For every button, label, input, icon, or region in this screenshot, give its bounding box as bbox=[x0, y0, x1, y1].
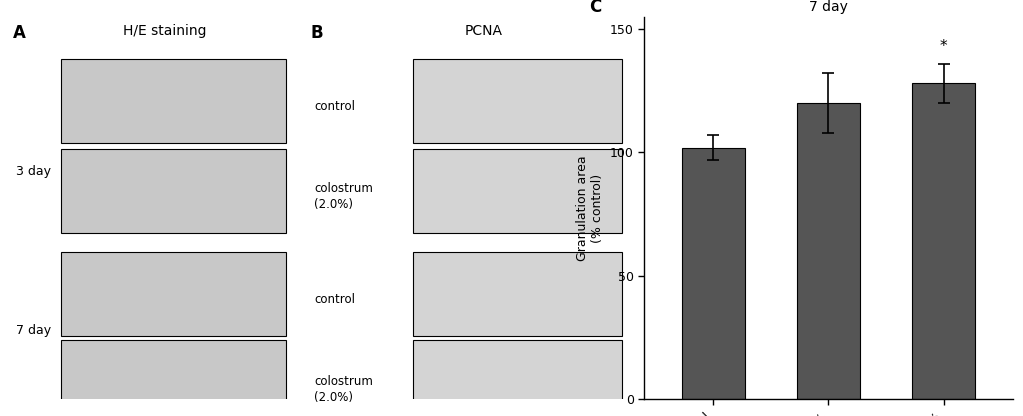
Text: colostrum
(2.0%): colostrum (2.0%) bbox=[314, 182, 373, 211]
Title: 7 day: 7 day bbox=[809, 0, 848, 14]
FancyBboxPatch shape bbox=[61, 149, 286, 233]
Text: PCNA: PCNA bbox=[464, 24, 503, 38]
Text: control: control bbox=[314, 100, 355, 113]
Text: *: * bbox=[940, 39, 947, 54]
Text: H/E staining: H/E staining bbox=[123, 24, 207, 38]
Bar bbox=[911, 83, 975, 399]
Text: C: C bbox=[589, 0, 602, 15]
FancyBboxPatch shape bbox=[61, 340, 286, 416]
Bar bbox=[797, 103, 860, 399]
FancyBboxPatch shape bbox=[413, 59, 622, 143]
Bar bbox=[681, 148, 745, 399]
FancyBboxPatch shape bbox=[61, 252, 286, 336]
Text: control: control bbox=[314, 293, 355, 306]
FancyBboxPatch shape bbox=[413, 252, 622, 336]
Text: 3 day: 3 day bbox=[16, 165, 51, 178]
Text: colostrum
(2.0%): colostrum (2.0%) bbox=[314, 375, 373, 404]
Text: B: B bbox=[311, 24, 323, 42]
FancyBboxPatch shape bbox=[61, 59, 286, 143]
FancyBboxPatch shape bbox=[413, 340, 622, 416]
Text: 7 day: 7 day bbox=[16, 324, 51, 337]
Y-axis label: Granulation area
(% control): Granulation area (% control) bbox=[576, 155, 605, 261]
Text: A: A bbox=[13, 24, 26, 42]
FancyBboxPatch shape bbox=[413, 149, 622, 233]
